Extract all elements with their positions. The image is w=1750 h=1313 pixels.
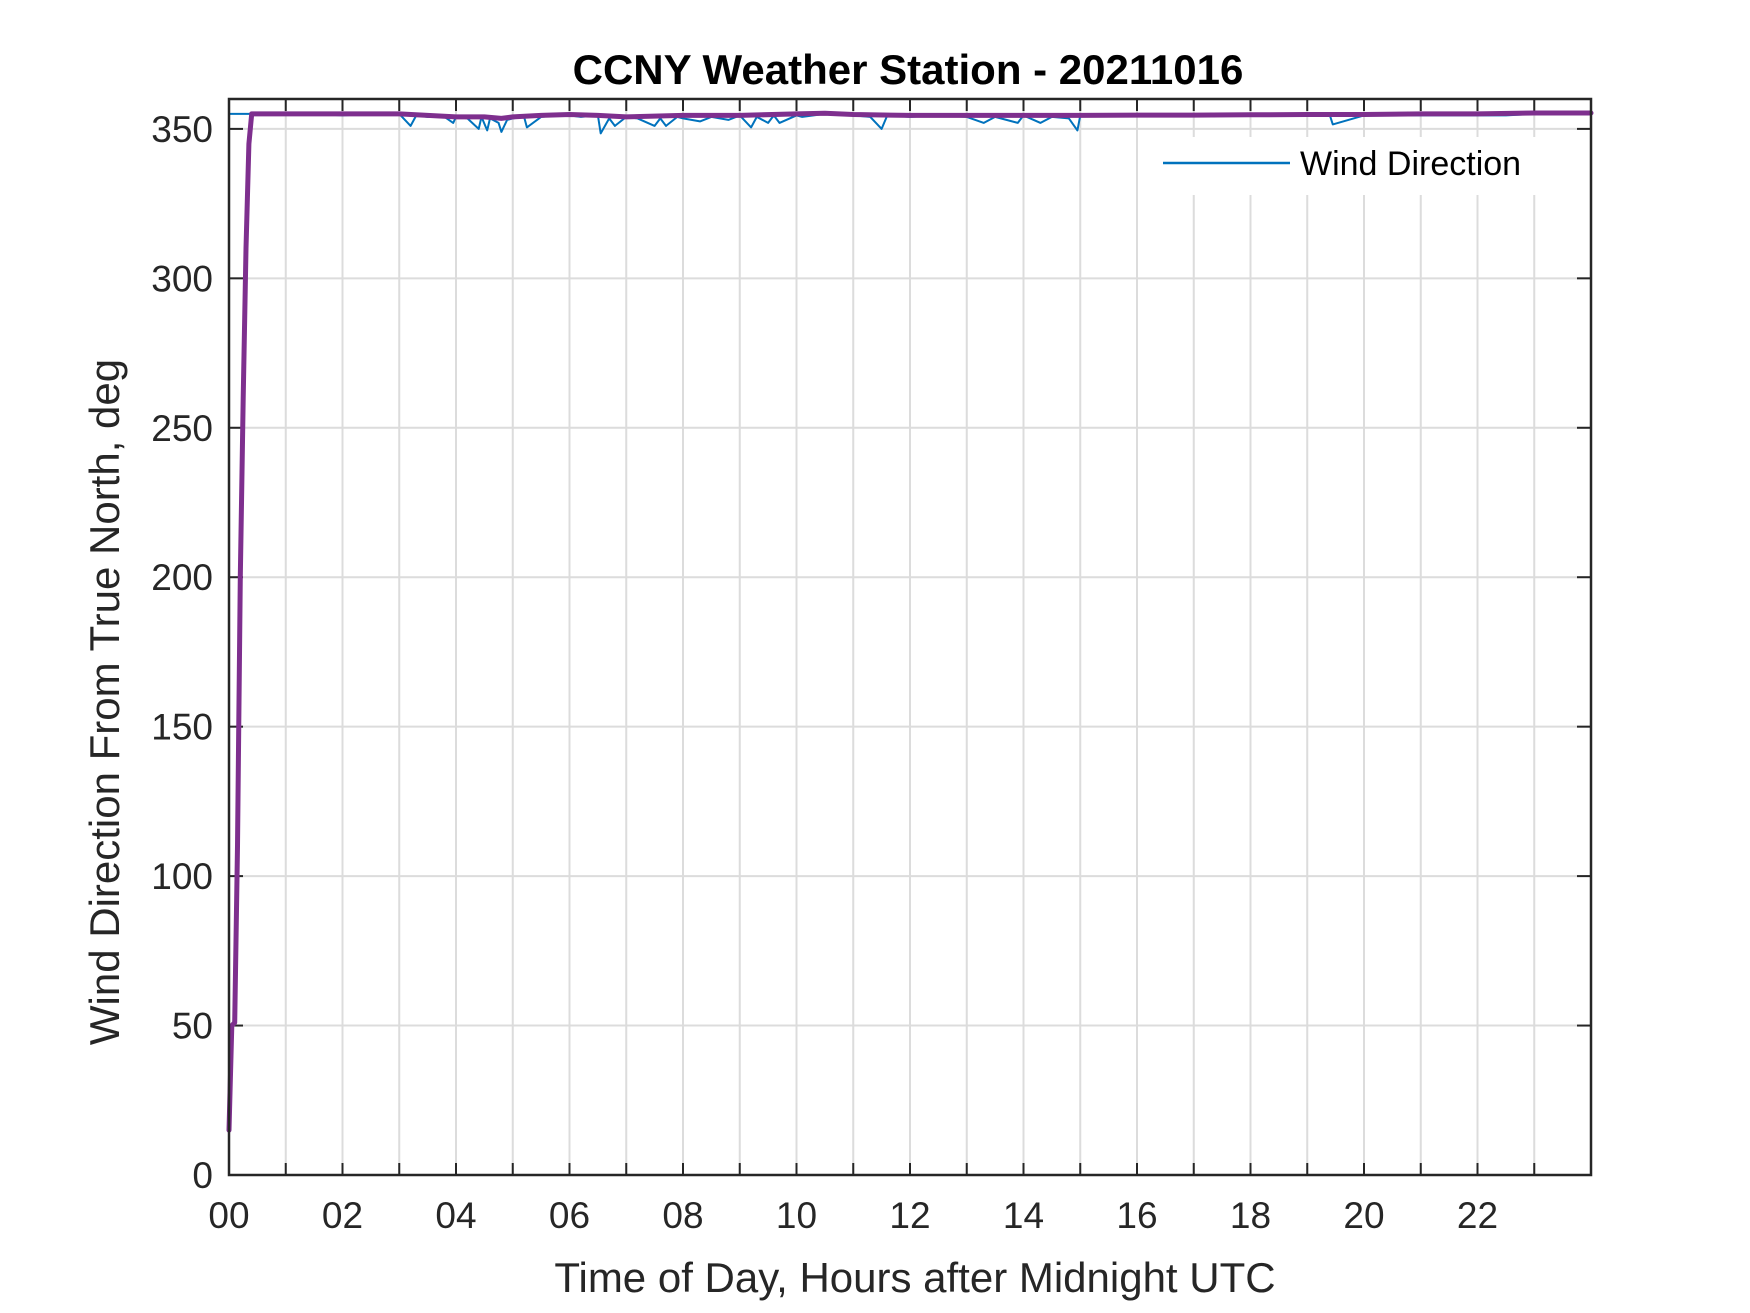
x-tick-label: 18	[1230, 1195, 1271, 1236]
x-tick-label: 08	[662, 1195, 703, 1236]
axes-box	[227, 97, 1593, 1177]
smoothed-series-line	[226, 110, 1594, 1133]
x-tick-label: 20	[1343, 1195, 1384, 1236]
legend-label-wind-direction: Wind Direction	[1300, 145, 1521, 183]
plot-layer: 00 02 04 06 08 10 12 14 16 18 20 22 0 50 100 150 200 250 3…	[151, 97, 1594, 1236]
y-axis-label: Wind Direction From True North, deg	[81, 359, 128, 1045]
x-tick-label: 00	[208, 1195, 249, 1236]
x-axis-label: Time of Day, Hours after Midnight UTC	[554, 1254, 1275, 1301]
y-tick-label: 350	[151, 109, 213, 150]
y-tick-label: 250	[151, 408, 213, 449]
y-tick-label: 150	[151, 707, 213, 748]
x-tick-label: 12	[889, 1195, 930, 1236]
y-tick-label: 100	[151, 856, 213, 897]
y-tick-label: 50	[172, 1006, 213, 1047]
x-tick-label: 16	[1116, 1195, 1157, 1236]
legend-box	[1150, 137, 1570, 195]
y-tick-label: 0	[192, 1155, 213, 1196]
x-tick-label: 22	[1457, 1195, 1498, 1236]
x-tick-label: 10	[776, 1195, 817, 1236]
y-tick-label: 300	[151, 258, 213, 299]
x-tick-label: 06	[549, 1195, 590, 1236]
x-tick-label: 04	[435, 1195, 476, 1236]
x-tick-label: 02	[322, 1195, 363, 1236]
x-tick-label: 14	[1003, 1195, 1044, 1236]
chart-title: CCNY Weather Station - 20211016	[573, 46, 1244, 93]
y-tick-label: 200	[151, 557, 213, 598]
